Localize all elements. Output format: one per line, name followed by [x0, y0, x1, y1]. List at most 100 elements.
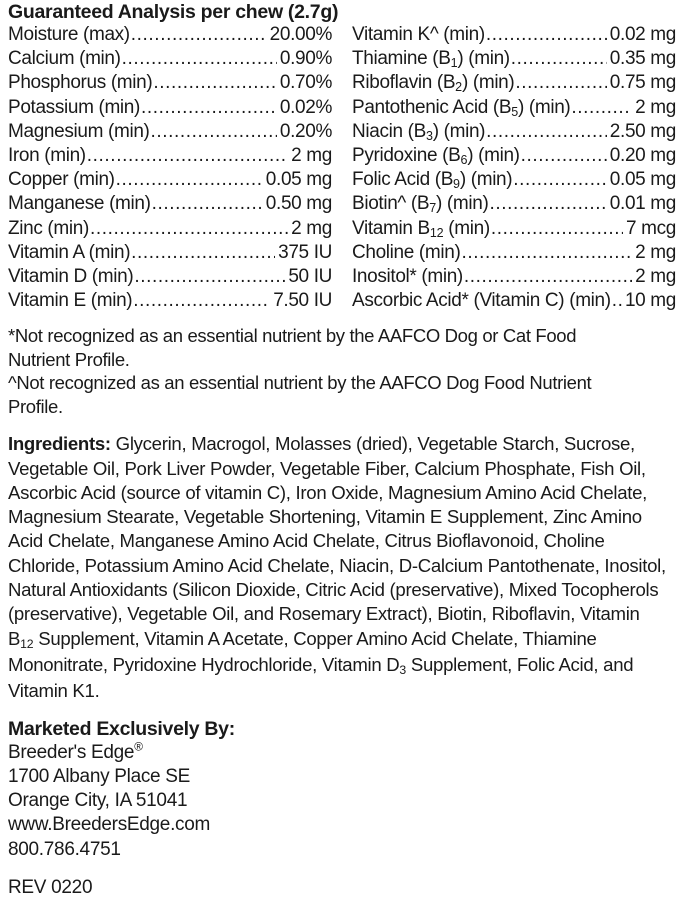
guaranteed-analysis-row: Potassium (min) 0.02% — [8, 97, 332, 121]
dot-leader — [513, 169, 607, 188]
footnote: *Not recognized as an essential nutrient… — [8, 325, 577, 370]
nutrient-subscript: 2 — [455, 80, 462, 95]
guaranteed-analysis-row: Pantothenic Acid (B5) (min) 2 mg — [352, 97, 676, 121]
dot-leader — [521, 145, 607, 164]
nutrient-name: Magnesium (min) — [8, 120, 150, 142]
nutrient-name: Inositol* (min) — [352, 265, 463, 287]
dot-leader — [151, 121, 277, 140]
nutrient-value: 0.50 mg — [265, 193, 332, 215]
nutrient-subscript: 9 — [453, 177, 460, 192]
footnotes: *Not recognized as an essential nutrient… — [8, 324, 669, 418]
nutrient-value: 2.50 mg — [609, 120, 676, 142]
nutrient-value: 0.05 mg — [609, 169, 676, 191]
dot-leader — [489, 193, 606, 212]
nutrient-value: 2 mg — [635, 265, 676, 287]
guaranteed-analysis-row: Moisture (max) 20.00% — [8, 24, 332, 48]
nutrient-name: Vitamin K^ (min) — [352, 24, 485, 45]
guaranteed-analysis-row: Folic Acid (B9) (min) 0.05 mg — [352, 169, 676, 193]
nutrient-value: 7.50 IU — [273, 290, 332, 312]
dot-leader — [141, 97, 277, 116]
nutrient-value: 0.20% — [279, 120, 332, 142]
nutrient-value: 0.02 mg — [609, 24, 676, 45]
nutrient-subscript: 5 — [511, 104, 518, 119]
nutrient-value: 0.90% — [279, 48, 332, 70]
marketer-address-line-1: 1700 Albany Place SE — [8, 765, 191, 787]
guaranteed-analysis-row: Vitamin B12 (min) 7 mcg — [352, 218, 676, 242]
nutrient-name: Choline (min) — [352, 241, 461, 263]
guaranteed-analysis-row: Riboflavin (B2) (min) 0.75 mg — [352, 72, 676, 96]
nutrient-subscript: 3 — [425, 128, 433, 143]
guaranteed-analysis-row: Iron (min) 2 mg — [8, 145, 332, 169]
guaranteed-analysis-row: Inositol* (min) 2 mg — [352, 266, 676, 290]
guaranteed-analysis-row: Vitamin K^ (min) 0.02 mg — [352, 24, 676, 48]
ingredients-subscript-d3: 3 — [399, 662, 407, 677]
nutrient-subscript: 12 — [429, 225, 444, 240]
guaranteed-analysis-row: Calcium (min) 0.90% — [8, 48, 332, 72]
guaranteed-analysis-row: Vitamin D (min) 50 IU — [8, 266, 332, 290]
dot-leader — [612, 290, 622, 309]
nutrient-name: Potassium (min) — [8, 96, 140, 118]
guaranteed-analysis-right-column: Vitamin K^ (min) 0.02 mg Thiamine (B1) (mi… — [352, 24, 676, 314]
nutrient-name: Copper (min) — [8, 169, 115, 191]
nutrient-value: 20.00% — [269, 24, 332, 45]
dot-leader — [116, 169, 263, 188]
nutrient-name: Iron (min) — [8, 144, 86, 166]
nutrient-name: Vitamin B12 (min) — [352, 217, 490, 240]
nutrient-name: Thiamine (B1) (min) — [352, 48, 510, 71]
nutrient-value: 0.05 mg — [265, 169, 332, 191]
guaranteed-analysis-row: Thiamine (B1) (min) 0.35 mg — [352, 48, 676, 72]
revision-code: REV 0220 — [8, 876, 93, 898]
marketer-address-line-2: Orange City, IA 51041 — [8, 790, 188, 812]
guaranteed-analysis-heading: Guaranteed Analysis per chew (2.7g) — [8, 1, 339, 23]
nutrient-name: Riboflavin (B2) (min) — [352, 72, 515, 95]
marketer-phone[interactable]: 800.786.4751 — [8, 838, 121, 860]
nutrient-value: 2 mg — [635, 241, 676, 263]
nutrient-name: Vitamin E (min) — [8, 290, 133, 312]
nutrient-subscript: 6 — [460, 152, 468, 167]
nutrient-name: Phosphorus (min) — [8, 72, 153, 94]
dot-leader — [491, 218, 623, 237]
guaranteed-analysis-row: Copper (min) 0.05 mg — [8, 169, 332, 193]
dot-leader — [87, 145, 288, 164]
nutrient-name: Folic Acid (B9) (min) — [352, 169, 513, 192]
dot-leader — [486, 121, 607, 140]
registered-trademark-icon: ® — [134, 740, 143, 754]
ingredients-text-part1: Glycerin, Macrogol, Molasses (dried), Ve… — [8, 433, 666, 649]
nutrient-value: 2 mg — [291, 217, 332, 239]
nutrient-value: 10 mg — [624, 290, 676, 312]
dot-leader — [131, 24, 267, 43]
nutrient-name: Niacin (B3) (min) — [352, 120, 486, 143]
nutrient-name: Ascorbic Acid* (Vitamin C) (min) — [352, 290, 611, 312]
nutrient-value: 0.01 mg — [609, 193, 676, 215]
marketer-company: Breeder's Edge® — [8, 741, 669, 765]
nutrient-value: 0.35 mg — [609, 48, 676, 70]
dot-leader — [153, 72, 277, 91]
guaranteed-analysis-row: Manganese (min) 0.50 mg — [8, 193, 332, 217]
nutrient-name: Calcium (min) — [8, 48, 121, 70]
dot-leader — [461, 242, 632, 261]
guaranteed-analysis-left-column: Moisture (max)20.00%Calcium (min)0.90%Ph… — [8, 24, 332, 314]
nutrient-name: Zinc (min) — [8, 217, 89, 239]
guaranteed-analysis-row: Zinc (min) 2 mg — [8, 218, 332, 242]
dot-leader — [134, 266, 285, 285]
nutrient-value: 0.75 mg — [609, 72, 676, 94]
dot-leader — [131, 242, 275, 261]
guaranteed-analysis-row: Niacin (B3) (min) 2.50 mg — [352, 121, 676, 145]
dot-leader — [464, 266, 632, 285]
marketer-company-name: Breeder's Edge — [8, 741, 135, 763]
dot-leader — [511, 48, 607, 67]
nutrient-name: Biotin^ (B7) (min) — [352, 193, 489, 216]
guaranteed-analysis-row: Choline (min) 2 mg — [352, 242, 676, 266]
nutrient-value: 0.20 mg — [609, 144, 676, 166]
guaranteed-analysis-row: Pyridoxine (B6) (min) 0.20 mg — [352, 145, 676, 169]
marketer-website[interactable]: www.BreedersEdge.com — [8, 814, 211, 836]
nutrition-label: Guaranteed Analysis per chew (2.7g) Mois… — [0, 0, 679, 856]
nutrient-name: Vitamin D (min) — [8, 265, 134, 287]
nutrient-value: 0.70% — [279, 72, 332, 94]
dot-leader — [133, 290, 270, 309]
ingredients-text-part2: Supplement, Vitamin A Acetate, Copper Am… — [8, 627, 597, 675]
footnote: ^Not recognized as an essential nutrient… — [8, 372, 592, 417]
guaranteed-analysis-row: Phosphorus (min) 0.70% — [8, 72, 332, 96]
ingredients-subscript-b12: 12 — [20, 636, 34, 651]
dot-leader — [486, 24, 607, 43]
